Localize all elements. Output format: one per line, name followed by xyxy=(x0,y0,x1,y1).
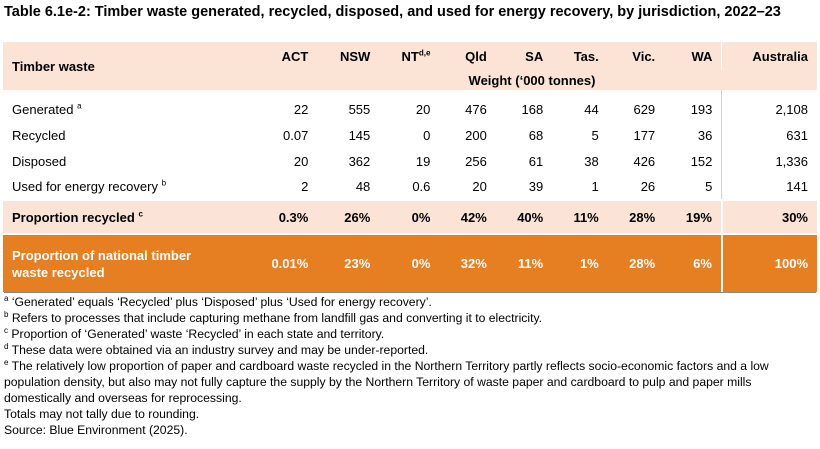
cell: 5 xyxy=(705,179,713,194)
cell: 476 xyxy=(465,101,487,117)
cell: 0 xyxy=(423,127,431,143)
note-e: e The relatively low proportion of paper… xyxy=(4,357,769,405)
cell: 26 xyxy=(640,179,656,194)
col-header-nt: NTd,e xyxy=(401,48,431,64)
cell: 22 xyxy=(293,101,309,117)
cell: 2 xyxy=(301,179,309,194)
cell: 100% xyxy=(720,233,817,292)
cell: 23% xyxy=(317,233,380,292)
row-header-label: Timber waste xyxy=(12,58,95,74)
cell: 68 xyxy=(528,127,544,143)
cell: 177 xyxy=(633,127,656,143)
col-header-nsw: NSW xyxy=(339,48,371,64)
cell: 1 xyxy=(591,179,599,194)
cell: 1% xyxy=(552,233,608,292)
table-row-energy-recovery: Used for energy recovery b 2 48 0.6 20 3… xyxy=(3,174,817,200)
cell: 0.6 xyxy=(412,179,431,194)
cell: 152 xyxy=(690,153,713,169)
row-label: Proportion recycled c xyxy=(3,199,247,234)
cell: 39 xyxy=(528,179,544,194)
row-label: Proportion of national timber waste recyc… xyxy=(3,233,247,292)
cell: 0% xyxy=(379,233,440,292)
cell: 200 xyxy=(465,127,487,143)
row-label: Disposed xyxy=(12,153,67,169)
source-note: Source: Blue Environment (2025). xyxy=(4,423,188,437)
col-header-tas: Tas. xyxy=(573,48,599,64)
table-notes: a ‘Generated’ equals ‘Recycled’ plus ‘Di… xyxy=(4,292,816,438)
cell: 44 xyxy=(584,101,599,117)
table-row-proportion-recycled: Proportion recycled c 0.3% 26% 0% 42% 40… xyxy=(3,199,817,234)
cell: 11% xyxy=(495,233,553,292)
cell: 36 xyxy=(697,127,713,143)
cell: 0% xyxy=(379,199,440,234)
table-header-row: Timber waste ACT NSW NTd,e Qld SA Tas. V… xyxy=(3,42,817,74)
col-header-wa: WA xyxy=(691,48,713,64)
cell: 40% xyxy=(495,199,553,234)
cell: 48 xyxy=(355,179,371,194)
cell: 28% xyxy=(607,233,665,292)
cell: 0.3% xyxy=(247,199,318,234)
cell: 42% xyxy=(439,199,496,234)
row-label: Used for energy recovery b xyxy=(12,178,167,194)
cell: 26% xyxy=(317,199,380,234)
cell: 5 xyxy=(591,127,599,143)
cell: 631 xyxy=(721,122,817,148)
table-row-disposed: Disposed 20 362 19 256 61 38 426 152 1,3… xyxy=(3,148,817,174)
col-header-vic: Vic. xyxy=(632,48,656,64)
cell: 362 xyxy=(348,153,371,169)
unit-label: Weight (‘000 tonnes) xyxy=(468,72,596,88)
cell: 193 xyxy=(690,101,713,117)
cell: 11% xyxy=(552,199,608,234)
cell: 141 xyxy=(721,174,817,200)
col-header-australia: Australia xyxy=(721,42,817,70)
table-row-national-proportion: Proportion of national timber waste recyc… xyxy=(3,233,817,292)
cell: 20 xyxy=(293,153,309,169)
cell: 19 xyxy=(415,153,431,169)
cell: 19% xyxy=(664,199,722,234)
cell: 30% xyxy=(720,199,817,234)
cell: 0.07 xyxy=(283,127,309,143)
row-label: Recycled xyxy=(12,127,66,143)
col-header-act: ACT xyxy=(281,48,309,64)
table-row-recycled: Recycled 0.07 145 0 200 68 5 177 36 631 xyxy=(3,122,817,148)
cell: 426 xyxy=(633,153,656,169)
note-a: a ‘Generated’ equals ‘Recycled’ plus ‘Di… xyxy=(4,293,432,309)
timber-waste-table: Timber waste ACT NSW NTd,e Qld SA Tas. V… xyxy=(3,42,817,292)
note-d: d These data were obtained via an indust… xyxy=(4,341,429,357)
col-header-sa: SA xyxy=(525,48,544,64)
cell: 20 xyxy=(472,179,487,194)
rounding-note: Totals may not tally due to rounding. xyxy=(4,407,200,421)
cell: 0.01% xyxy=(247,233,318,292)
cell: 61 xyxy=(528,153,544,169)
row-label: Generated a xyxy=(12,101,82,117)
table-row-generated: Generated a 22 555 20 476 168 44 629 193… xyxy=(3,96,817,122)
cell: 168 xyxy=(521,101,544,117)
cell: 2,108 xyxy=(721,96,817,122)
table-title: Table 6.1e-2: Timber waste generated, re… xyxy=(4,4,781,20)
spacer-row xyxy=(3,90,817,96)
cell: 629 xyxy=(633,101,656,117)
cell: 32% xyxy=(439,233,496,292)
cell: 6% xyxy=(664,233,722,292)
cell: 1,336 xyxy=(721,148,817,174)
cell: 145 xyxy=(348,127,371,143)
note-c: c Proportion of ‘Generated’ waste ‘Recyc… xyxy=(4,325,385,341)
col-header-qld: Qld xyxy=(465,48,487,64)
cell: 28% xyxy=(607,199,665,234)
cell: 555 xyxy=(348,101,371,117)
note-b: b Refers to processes that include captu… xyxy=(4,309,543,325)
cell: 38 xyxy=(584,153,599,169)
cell: 256 xyxy=(465,153,487,169)
cell: 20 xyxy=(415,101,431,117)
